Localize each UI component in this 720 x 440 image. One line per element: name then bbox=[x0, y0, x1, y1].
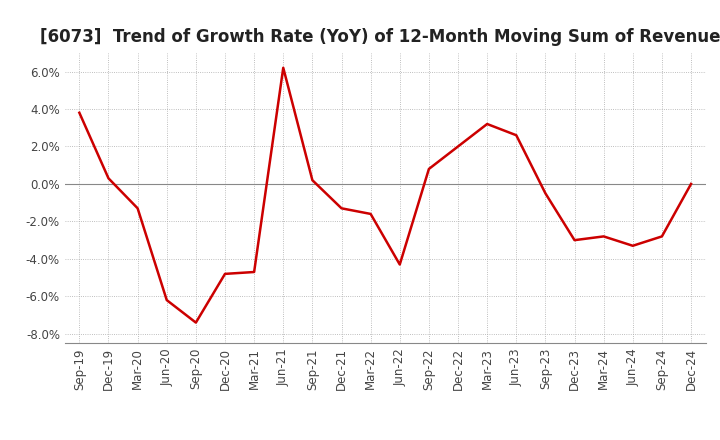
Title: [6073]  Trend of Growth Rate (YoY) of 12-Month Moving Sum of Revenues: [6073] Trend of Growth Rate (YoY) of 12-… bbox=[40, 28, 720, 46]
